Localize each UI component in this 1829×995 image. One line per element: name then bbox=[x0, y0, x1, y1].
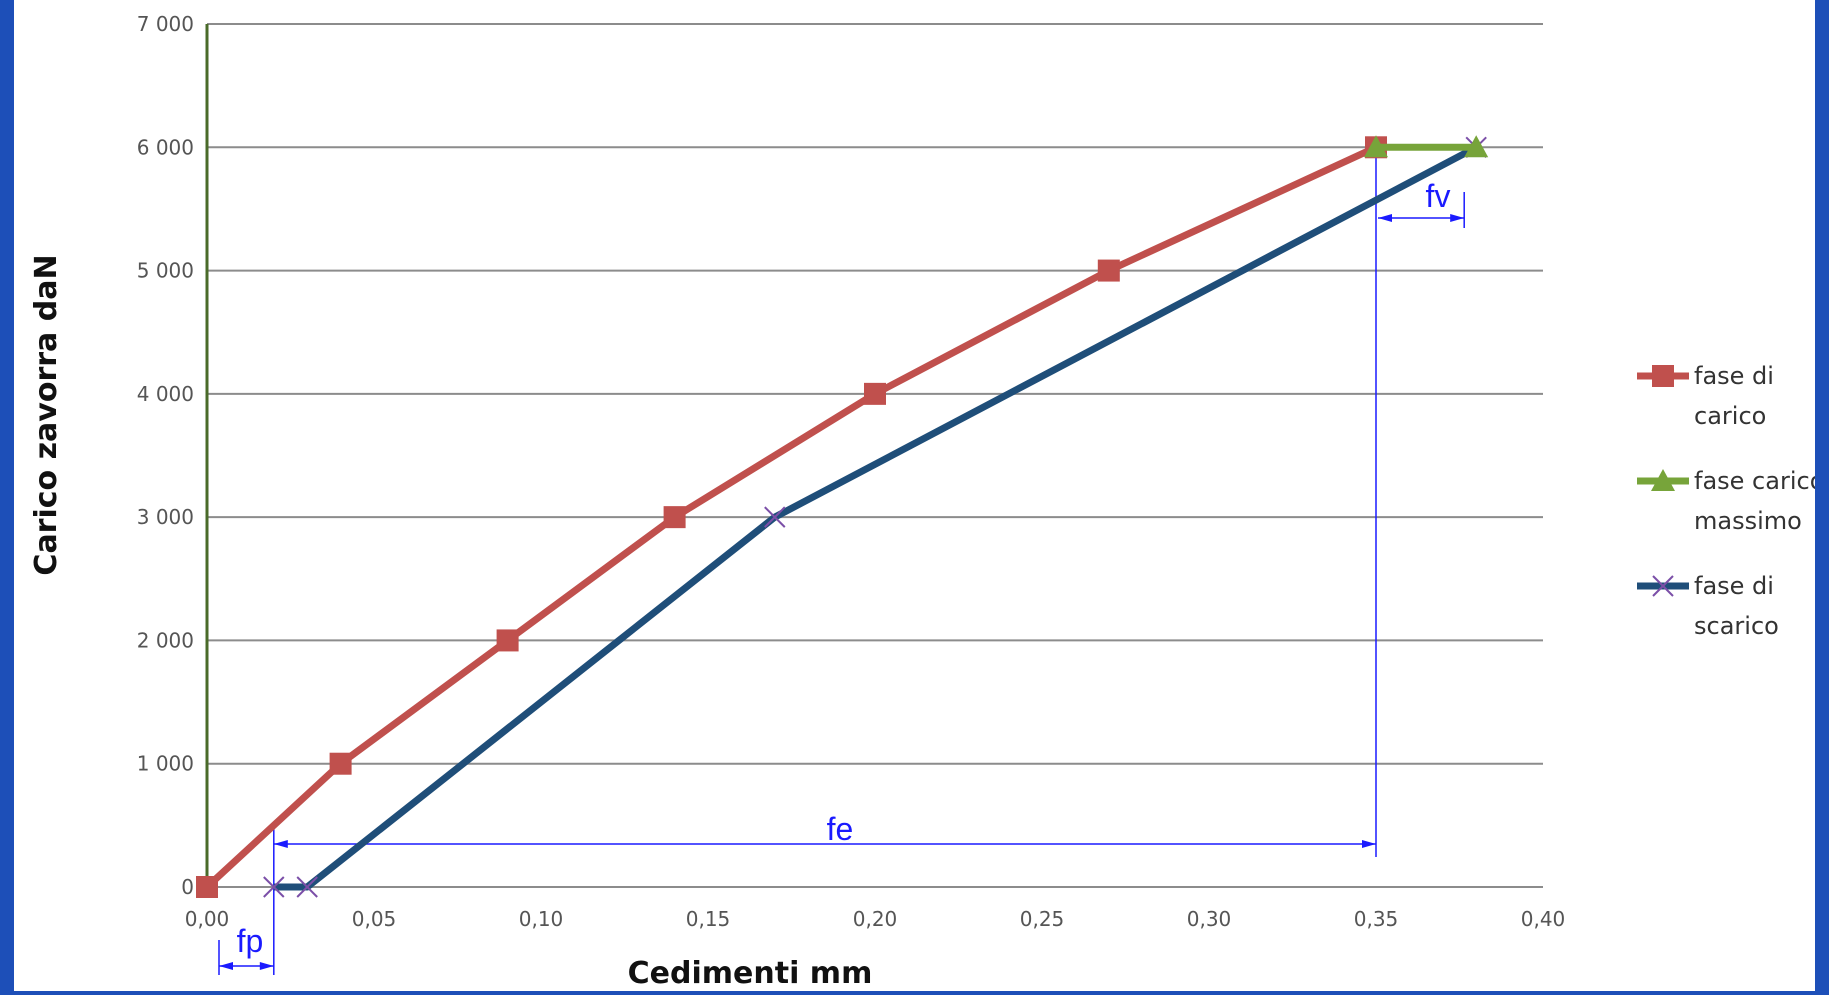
x-axis-title: Cedimenti mm bbox=[628, 956, 873, 991]
data-point bbox=[196, 876, 218, 898]
series bbox=[196, 135, 1489, 898]
y-tick-label: 7 000 bbox=[137, 12, 194, 36]
fe-dimension-arrowhead-right bbox=[1362, 840, 1376, 848]
legend-swatch-marker bbox=[1652, 365, 1674, 387]
series-line bbox=[273, 144, 1478, 891]
x-tick-label: 0,20 bbox=[853, 907, 898, 931]
axes: 0 1 000 2 000 3 000 4 000 5 000 6 000 7 000 0,00… bbox=[137, 12, 1566, 931]
data-point-stroke-b bbox=[764, 506, 786, 528]
data-point bbox=[329, 752, 352, 775]
x-tick-label: 0,35 bbox=[1354, 907, 1399, 931]
y-tick-label: 2 000 bbox=[137, 628, 194, 652]
y-tick-label: 6 000 bbox=[137, 135, 194, 159]
x-tick-label: 0,10 bbox=[519, 907, 564, 931]
fp-dimension-arrowhead-right bbox=[259, 962, 274, 970]
dimension-annotations: fe fp fv bbox=[218, 147, 1465, 975]
x-tick-label: 0,40 bbox=[1521, 907, 1566, 931]
x-tick-label: 0,30 bbox=[1187, 907, 1232, 931]
x-tick-label: 0,25 bbox=[1020, 907, 1065, 931]
fv-dimension-arrowhead-left bbox=[1378, 214, 1392, 222]
series-0 bbox=[196, 136, 1387, 898]
data-point-stroke-b bbox=[263, 876, 285, 898]
fv-label: fv bbox=[1426, 178, 1451, 214]
data-point bbox=[1364, 135, 1388, 158]
data-point bbox=[296, 876, 318, 898]
data-point bbox=[663, 506, 686, 529]
legend-item: fase carico massimo bbox=[1637, 467, 1815, 535]
legend-item: fase di scarico bbox=[1637, 572, 1779, 640]
fv-dimension-arrowhead-right bbox=[1450, 214, 1465, 222]
fe-label: fe bbox=[827, 811, 854, 847]
fp-label: fp bbox=[237, 923, 264, 959]
data-point bbox=[496, 629, 519, 652]
grid-lines bbox=[207, 23, 1543, 765]
legend-swatch-marker bbox=[1651, 469, 1675, 491]
y-axis-title: Carico zavorra daN bbox=[29, 254, 64, 575]
legend-swatch-marker bbox=[1652, 575, 1674, 597]
legend-label-line2: scarico bbox=[1694, 612, 1779, 640]
legend: fase di carico fase carico massimo fase di sc… bbox=[1637, 362, 1815, 640]
legend-item: fase di carico bbox=[1637, 362, 1774, 430]
x-tick-label: 0,15 bbox=[686, 907, 731, 931]
y-tick-label: 0 bbox=[181, 875, 194, 899]
legend-label-line2: carico bbox=[1694, 402, 1766, 430]
data-point bbox=[1097, 259, 1120, 282]
legend-label-line1: fase di bbox=[1694, 362, 1774, 390]
y-tick-label: 1 000 bbox=[137, 752, 194, 776]
legend-label-line1: fase di bbox=[1694, 572, 1774, 600]
data-point-stroke-b bbox=[296, 876, 318, 898]
x-tick-label: 0,05 bbox=[352, 907, 397, 931]
data-point bbox=[764, 506, 786, 528]
data-point bbox=[864, 382, 886, 405]
chart-svg: 0 1 000 2 000 3 000 4 000 5 000 6 000 7 000 0,00… bbox=[29, 12, 1815, 991]
legend-label-line1: fase carico bbox=[1694, 467, 1815, 495]
legend-label-line2: massimo bbox=[1694, 507, 1802, 535]
legend-swatch-marker-stroke-b bbox=[1652, 575, 1674, 597]
fe-dimension-arrowhead-left bbox=[273, 840, 288, 848]
y-tick-label: 4 000 bbox=[137, 382, 194, 406]
data-point bbox=[1464, 135, 1489, 158]
x-tick-label: 0,00 bbox=[185, 907, 230, 931]
fp-dimension-arrowhead-left bbox=[219, 962, 233, 970]
series-1 bbox=[1364, 135, 1489, 158]
y-tick-label: 3 000 bbox=[137, 505, 194, 529]
y-tick-label: 5 000 bbox=[137, 259, 194, 283]
data-point bbox=[263, 876, 285, 898]
